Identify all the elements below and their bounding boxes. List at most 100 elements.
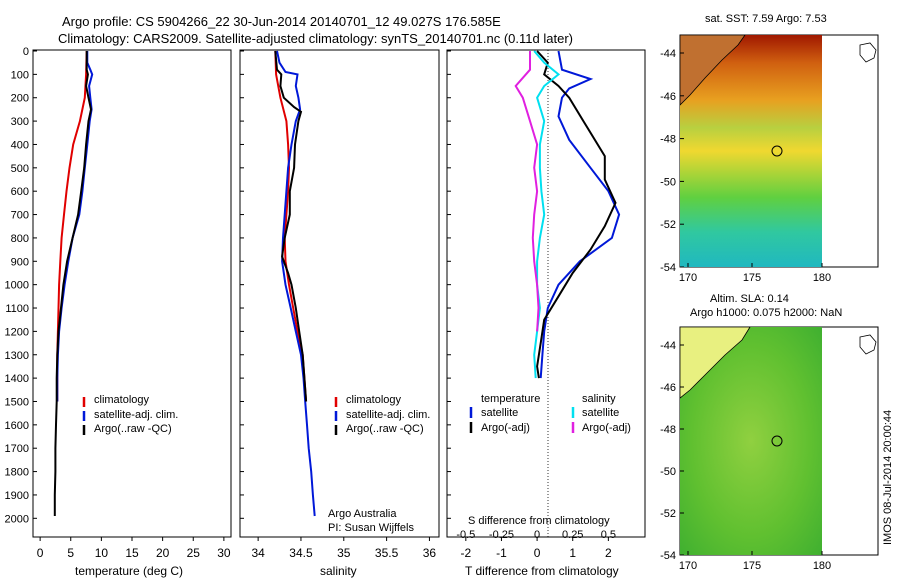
sst-map-ticks: 170 175 180 -44 -46 -48 -50 -52 -54 bbox=[660, 48, 831, 284]
y-tick-label: 1300 bbox=[5, 350, 29, 362]
map-x-tick-label: 180 bbox=[813, 560, 831, 572]
temperature-series-group bbox=[53, 50, 94, 516]
map-x-tick-label: 170 bbox=[679, 272, 697, 284]
legend-climatology-label: climatology bbox=[94, 394, 150, 406]
x-tick-label: 34 bbox=[251, 546, 265, 560]
legend-s-argo-label: Argo(-adj) bbox=[582, 422, 631, 434]
y-tick-label: 900 bbox=[11, 256, 29, 268]
difference-ticks: -2 -1 0 1 2 -0.5 -0.25 0 0.25 0.5 bbox=[447, 50, 616, 560]
y-tick-label: 200 bbox=[11, 93, 29, 105]
legend-climatology-label: climatology bbox=[346, 394, 402, 406]
sla-map-title2: Argo h1000: 0.075 h2000: NaN bbox=[690, 307, 842, 319]
map-y-tick-label: -54 bbox=[660, 262, 676, 274]
island-icon bbox=[859, 334, 877, 355]
temperature-ticks: 0 5 10 15 20 25 300100200300400500600700800900… bbox=[5, 46, 231, 560]
argo-location-marker bbox=[771, 145, 783, 157]
s-tick-label: -0.25 bbox=[489, 529, 514, 541]
x-tick-label: 0 bbox=[534, 546, 541, 560]
salinity-panel: 34 34.5 35 35.5 36 salinity climatology sate… bbox=[239, 49, 440, 578]
difference-frame bbox=[446, 49, 646, 538]
sst-map-title: sat. SST: 7.59 Argo: 7.53 bbox=[705, 13, 827, 25]
salinity-frame bbox=[239, 49, 440, 538]
map-y-tick-label: -46 bbox=[660, 91, 676, 103]
series-line-argo-raw-qc- bbox=[274, 50, 308, 402]
sst-map: sat. SST: 7.59 Argo: 7.53 170 175 180 -44 -4… bbox=[660, 13, 879, 284]
land-icon bbox=[679, 34, 746, 106]
x-tick-label: 35.5 bbox=[375, 546, 399, 560]
s-tick-label: 0.5 bbox=[601, 529, 616, 541]
s-tick-label: 0 bbox=[534, 529, 540, 541]
series-line-salinity-argo-adj- bbox=[514, 51, 540, 332]
sla-map-ticks: 170 175 180 -44 -46 -48 -50 -52 -54 bbox=[660, 340, 831, 572]
map-y-tick-label: -44 bbox=[660, 340, 676, 352]
legend-t-satellite-label: satellite bbox=[481, 407, 518, 419]
y-tick-label: 400 bbox=[11, 139, 29, 151]
series-line-temperature-satellite bbox=[539, 50, 621, 379]
y-tick-label: 1500 bbox=[5, 396, 29, 408]
map-x-tick-label: 175 bbox=[743, 272, 761, 284]
x-tick-label: -1 bbox=[496, 546, 507, 560]
y-tick-label: 1000 bbox=[5, 280, 29, 292]
sla-map-title1: Altim. SLA: 0.14 bbox=[710, 293, 789, 305]
map-x-tick-label: 170 bbox=[679, 560, 697, 572]
temperature-panel: 0 5 10 15 20 25 300100200300400500600700800900… bbox=[5, 46, 232, 578]
salinity-xlabel: salinity bbox=[320, 564, 357, 578]
difference-panel: -2 -1 0 1 2 -0.5 -0.25 0 0.25 0.5 S difference fr… bbox=[446, 49, 646, 578]
y-tick-label: 700 bbox=[11, 210, 29, 222]
temperature-legend: climatology satellite-adj. clim. Argo(..… bbox=[82, 394, 178, 435]
map-y-tick-label: -46 bbox=[660, 382, 676, 394]
y-tick-label: 1400 bbox=[5, 373, 29, 385]
land-icon bbox=[679, 326, 751, 399]
y-tick-label: 1100 bbox=[5, 303, 29, 315]
map-x-tick-label: 175 bbox=[743, 560, 761, 572]
argo-location-marker bbox=[771, 435, 783, 447]
legend-satellite-label: satellite-adj. clim. bbox=[346, 409, 430, 421]
y-tick-label: 600 bbox=[11, 186, 29, 198]
credit-line2: PI: Susan Wijffels bbox=[328, 522, 414, 534]
map-y-tick-label: -48 bbox=[660, 424, 676, 436]
map-y-tick-label: -54 bbox=[660, 550, 676, 562]
island-icon bbox=[859, 42, 877, 63]
legend-temperature-title: temperature bbox=[481, 393, 540, 405]
y-tick-label: 800 bbox=[11, 233, 29, 245]
series-line-climatology bbox=[56, 50, 88, 402]
map-x-tick-label: 180 bbox=[813, 272, 831, 284]
x-tick-label: 15 bbox=[125, 546, 139, 560]
map-y-tick-label: -50 bbox=[660, 466, 676, 478]
map-y-tick-label: -44 bbox=[660, 48, 676, 60]
x-tick-label: 34.5 bbox=[289, 546, 313, 560]
temperature-xlabel: temperature (deg C) bbox=[75, 564, 183, 578]
map-y-tick-label: -48 bbox=[660, 134, 676, 146]
credit-line1: Argo Australia bbox=[328, 508, 397, 520]
x-tick-label: 0 bbox=[37, 546, 44, 560]
legend-satellite-label: satellite-adj. clim. bbox=[94, 409, 178, 421]
y-tick-label: 2000 bbox=[5, 513, 29, 525]
x-tick-label: 20 bbox=[156, 546, 170, 560]
series-line-temperature-argo-adj- bbox=[536, 50, 617, 379]
y-tick-label: 0 bbox=[23, 46, 29, 58]
y-tick-label: 300 bbox=[11, 116, 29, 128]
map-y-tick-label: -52 bbox=[660, 219, 676, 231]
y-tick-label: 1700 bbox=[5, 443, 29, 455]
legend-salinity-title: salinity bbox=[582, 393, 616, 405]
y-tick-label: 100 bbox=[11, 69, 29, 81]
x-tick-label: 10 bbox=[95, 546, 109, 560]
x-tick-label: 25 bbox=[187, 546, 201, 560]
s-difference-label: S difference from climatology bbox=[468, 515, 610, 527]
y-tick-label: 1800 bbox=[5, 467, 29, 479]
y-tick-label: 1900 bbox=[5, 490, 29, 502]
t-difference-label: T difference from climatology bbox=[465, 564, 619, 578]
salinity-ticks: 34 34.5 35 35.5 36 bbox=[240, 50, 437, 560]
x-tick-label: 1 bbox=[569, 546, 576, 560]
y-tick-label: 1200 bbox=[5, 326, 29, 338]
x-tick-label: 30 bbox=[217, 546, 231, 560]
salinity-series-group bbox=[274, 50, 316, 517]
sla-map: Altim. SLA: 0.14 Argo h1000: 0.075 h2000… bbox=[660, 293, 879, 572]
legend-s-satellite-label: satellite bbox=[582, 407, 619, 419]
x-tick-label: 36 bbox=[423, 546, 437, 560]
difference-series-group bbox=[514, 50, 621, 379]
salinity-legend: climatology satellite-adj. clim. Argo(..… bbox=[334, 394, 430, 435]
y-tick-label: 1600 bbox=[5, 420, 29, 432]
s-tick-label: -0.5 bbox=[456, 529, 475, 541]
